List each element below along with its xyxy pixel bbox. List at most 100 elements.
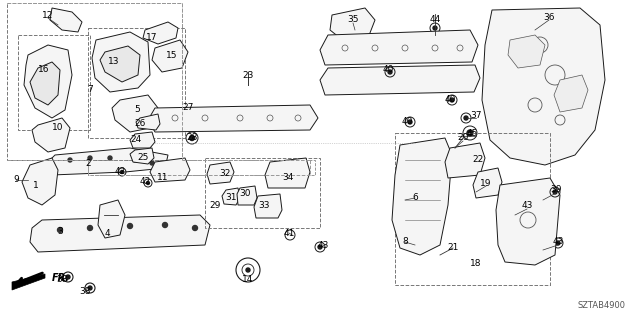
Text: 44: 44 [429,15,440,25]
Circle shape [147,181,150,185]
Bar [88,160,315,175]
Text: 9: 9 [13,175,19,185]
Text: 43: 43 [317,241,329,250]
Text: 40: 40 [382,66,394,75]
Circle shape [127,223,132,228]
Circle shape [450,98,454,102]
Text: 36: 36 [543,12,555,21]
Bar [7,3,182,160]
Text: 23: 23 [243,70,253,79]
Bar [395,133,550,285]
Circle shape [68,158,72,162]
Text: 26: 26 [134,118,146,127]
Circle shape [189,135,195,140]
Polygon shape [136,114,160,130]
Polygon shape [112,95,158,132]
Text: 16: 16 [38,66,50,75]
Text: 32: 32 [220,170,230,179]
Text: 34: 34 [282,172,294,181]
Polygon shape [392,138,452,255]
Text: 17: 17 [147,34,157,43]
Text: 3: 3 [57,228,63,236]
Text: 4: 4 [104,228,110,237]
Text: 29: 29 [209,201,221,210]
Circle shape [120,171,124,173]
Text: 25: 25 [138,154,148,163]
Circle shape [433,26,437,30]
Polygon shape [12,274,45,290]
Circle shape [88,286,92,290]
Text: 10: 10 [52,124,64,132]
Text: 13: 13 [108,58,120,67]
Circle shape [464,116,468,120]
Polygon shape [237,186,257,205]
Text: 35: 35 [348,15,359,25]
Text: 19: 19 [480,179,492,188]
Text: 14: 14 [243,276,253,284]
Bar [88,28,185,138]
Polygon shape [482,8,605,165]
Polygon shape [508,35,545,68]
Text: 12: 12 [42,11,54,20]
Circle shape [66,275,70,279]
Text: 11: 11 [157,172,169,181]
Polygon shape [32,118,70,152]
Text: 21: 21 [447,244,459,252]
Text: 40: 40 [444,94,456,103]
Polygon shape [50,8,82,32]
Bar [205,158,320,228]
Polygon shape [254,194,282,218]
Text: 8: 8 [402,237,408,246]
Text: 20: 20 [458,133,468,142]
Polygon shape [265,158,310,188]
Polygon shape [130,132,155,148]
Text: 37: 37 [470,110,482,119]
Polygon shape [22,158,58,205]
Text: 39: 39 [550,186,562,195]
Circle shape [58,228,63,233]
Text: 45: 45 [467,129,477,138]
Circle shape [150,161,154,165]
Text: 7: 7 [87,84,93,93]
Text: 38: 38 [56,276,68,284]
Polygon shape [143,22,178,44]
Circle shape [108,156,112,160]
Polygon shape [48,148,168,175]
Polygon shape [150,158,190,182]
Circle shape [408,120,412,124]
Polygon shape [30,215,210,252]
Polygon shape [445,143,485,178]
Circle shape [467,130,473,136]
Text: 5: 5 [134,105,140,114]
Polygon shape [130,148,154,164]
Polygon shape [330,8,375,42]
Polygon shape [222,188,240,205]
Text: 22: 22 [472,156,484,164]
Text: 2: 2 [85,158,91,167]
Circle shape [246,268,250,272]
Polygon shape [100,46,140,82]
Text: 15: 15 [166,52,178,60]
Text: 43: 43 [552,237,564,246]
Text: 40: 40 [401,116,413,125]
Polygon shape [496,178,560,265]
Circle shape [163,222,168,228]
Polygon shape [30,62,60,105]
Text: 1: 1 [33,180,39,189]
Text: 27: 27 [182,102,194,111]
Text: 6: 6 [412,194,418,203]
Text: 42: 42 [140,178,150,187]
Text: 24: 24 [131,134,141,143]
Text: 31: 31 [225,194,237,203]
Text: 41: 41 [284,228,294,237]
Text: 42: 42 [115,166,125,175]
Circle shape [388,70,392,74]
Polygon shape [207,162,234,184]
Circle shape [88,156,92,160]
Polygon shape [92,32,150,92]
Bar [18,35,90,130]
Circle shape [88,226,93,230]
Circle shape [133,158,137,162]
Polygon shape [320,30,478,65]
Text: 30: 30 [239,189,251,198]
